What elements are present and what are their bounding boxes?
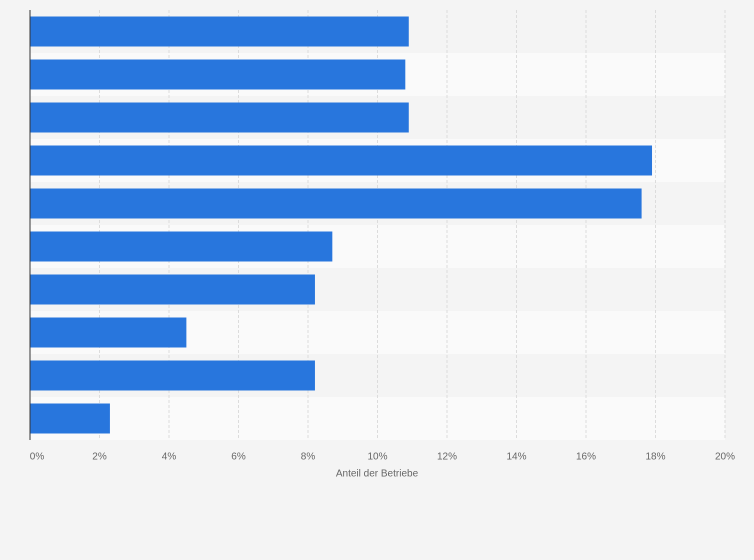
x-tick-label: 20% — [715, 452, 735, 463]
x-tick-label: 14% — [506, 452, 526, 463]
bar — [30, 145, 653, 176]
bar — [30, 59, 406, 90]
x-tick-label: 4% — [162, 452, 177, 463]
x-tick-label: 6% — [231, 452, 246, 463]
bar — [30, 274, 315, 305]
x-tick-label: 10% — [367, 452, 387, 463]
bar — [30, 231, 333, 262]
bar — [30, 360, 315, 391]
bar — [30, 403, 110, 434]
x-tick-label: 2% — [92, 452, 107, 463]
row-band — [30, 397, 725, 440]
x-tick-label: 0% — [30, 452, 45, 463]
bar — [30, 102, 409, 133]
x-tick-label: 18% — [645, 452, 665, 463]
x-tick-label: 16% — [576, 452, 596, 463]
bar — [30, 317, 187, 348]
bar — [30, 188, 642, 219]
x-axis-label: Anteil der Betriebe — [336, 469, 419, 480]
x-tick-label: 8% — [301, 452, 316, 463]
x-tick-label: 12% — [437, 452, 457, 463]
bar — [30, 16, 409, 47]
